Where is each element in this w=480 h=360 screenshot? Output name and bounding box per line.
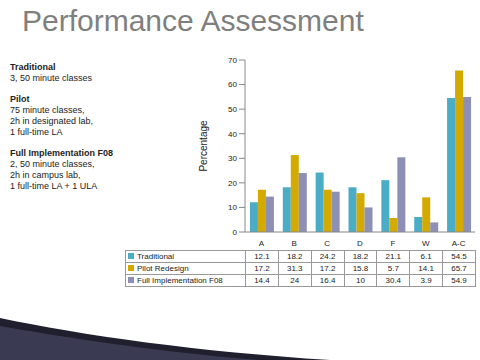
html-text:24.2: 24.2 (319, 252, 336, 261)
html-text:12.1: 12.1 (254, 252, 270, 261)
html-text:Traditional: Traditional (137, 252, 175, 261)
svg-text:Percentage: Percentage (198, 120, 209, 172)
svg-text:B: B (292, 239, 297, 248)
html-text:6.1: 6.1 (420, 252, 432, 261)
svg-text:70: 70 (228, 56, 237, 65)
svg-text:50: 50 (228, 105, 237, 114)
html-text:1 full-time LA + 1 ULA: 1 full-time LA + 1 ULA (10, 181, 98, 191)
html-text:3.9: 3.9 (420, 276, 432, 285)
html-text:2h in campus lab,: 2h in campus lab, (10, 170, 81, 180)
html-text:Pilot: Pilot (10, 94, 30, 104)
svg-text:0: 0 (233, 228, 238, 237)
svg-text:A: A (259, 239, 265, 248)
html-text:5.7: 5.7 (387, 264, 399, 273)
html-text:16.4: 16.4 (319, 276, 336, 285)
svg-text:F: F (390, 239, 395, 248)
html-text:54.9: 54.9 (451, 276, 467, 285)
html-text:30.4: 30.4 (385, 276, 402, 285)
html-text:Traditional: Traditional (10, 62, 56, 72)
svg-text:40: 40 (228, 130, 237, 139)
html-text:18.2: 18.2 (287, 252, 303, 261)
html-text:2h in designated lab,: 2h in designated lab, (10, 116, 94, 126)
svg-text:A-C: A-C (452, 239, 466, 248)
html-text:Performance Assessment: Performance Assessment (22, 4, 364, 37)
svg-text:W: W (422, 239, 430, 248)
html-text:Pilot Redesign: Pilot Redesign (137, 264, 189, 273)
svg-text:30: 30 (228, 154, 237, 163)
svg-text:D: D (357, 239, 363, 248)
html-text:21.1: 21.1 (385, 252, 402, 261)
svg-text:60: 60 (228, 80, 237, 89)
html-text:65.7: 65.7 (451, 264, 467, 273)
html-text:75 minute classes,: 75 minute classes, (10, 105, 85, 115)
html-text:1 full-time LA: 1 full-time LA (10, 127, 63, 137)
html-text:10: 10 (356, 276, 365, 285)
html-text:15.8: 15.8 (352, 264, 369, 273)
html-text:24: 24 (290, 276, 300, 285)
html-text:14.4: 14.4 (254, 276, 270, 285)
html-text:17.2: 17.2 (319, 264, 336, 273)
html-text:3, 50 minute classes: 3, 50 minute classes (10, 73, 92, 83)
html-text:18.2: 18.2 (352, 252, 369, 261)
html-text:17.2: 17.2 (254, 264, 270, 273)
html-text:31.3: 31.3 (287, 264, 303, 273)
svg-text:C: C (324, 239, 330, 248)
html-text:Full Implementation F08: Full Implementation F08 (137, 276, 223, 285)
html-text:54.5: 54.5 (451, 252, 467, 261)
html-text:14.1: 14.1 (418, 264, 434, 273)
svg-text:20: 20 (228, 179, 237, 188)
svg-text:10: 10 (228, 203, 237, 212)
html-text:Full Implementation F08: Full Implementation F08 (10, 148, 113, 158)
html-text:2, 50 minute classes,: 2, 50 minute classes, (10, 159, 95, 169)
